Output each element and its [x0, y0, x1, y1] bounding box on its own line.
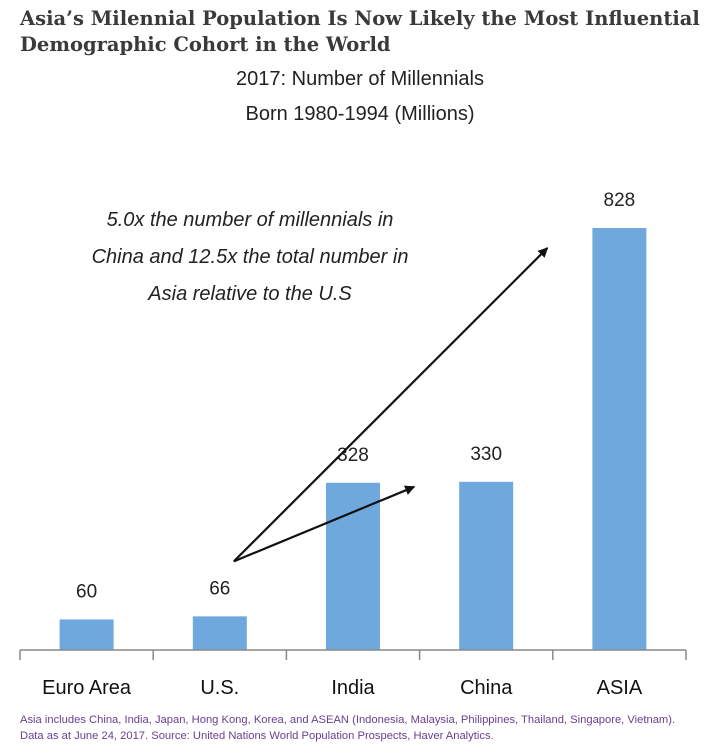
bar-asia [592, 228, 647, 650]
bar-india [326, 482, 380, 650]
bar-china [459, 481, 514, 650]
annotation-line-3: Asia relative to the U.S [148, 283, 352, 305]
data-label: 330 [470, 444, 502, 465]
bar-u-s- [192, 616, 247, 650]
annotation-line-1: 5.0x the number of millennials in [106, 209, 394, 231]
chart-subtitle-line-2: Born 1980-1994 (Millions) [245, 103, 475, 125]
chart-title: Asia’s Milennial Population Is Now Likel… [20, 7, 700, 56]
data-label: 60 [76, 581, 97, 602]
arrow-to-china [233, 485, 416, 563]
category-label: ASIA [597, 677, 643, 699]
data-label: 328 [337, 445, 369, 466]
category-label: India [331, 677, 375, 699]
data-label: 66 [209, 578, 230, 599]
bar-chart: 60 66 328 330 828 Euro Area U.S. India China ASI… [19, 190, 687, 699]
annotation-text: 5.0x the number of millennials in China … [70, 202, 430, 313]
x-axis: Euro Area U.S. India China ASIA [19, 649, 687, 699]
annotation-line-2: China and 12.5x the total number in [91, 246, 409, 268]
category-label: Euro Area [42, 677, 132, 699]
category-label: China [460, 677, 513, 699]
arrows-layer [233, 247, 549, 563]
chart-subtitle-line-1: 2017: Number of Millennials [236, 68, 484, 90]
category-label: U.S. [200, 677, 239, 699]
bar-euro-area [59, 619, 114, 650]
footnote: Asia includes China, India, Japan, Hong … [20, 714, 676, 742]
arrow-to-asia [233, 247, 549, 563]
bars-layer: 60 66 328 330 828 [59, 190, 647, 650]
data-label: 828 [604, 190, 636, 211]
